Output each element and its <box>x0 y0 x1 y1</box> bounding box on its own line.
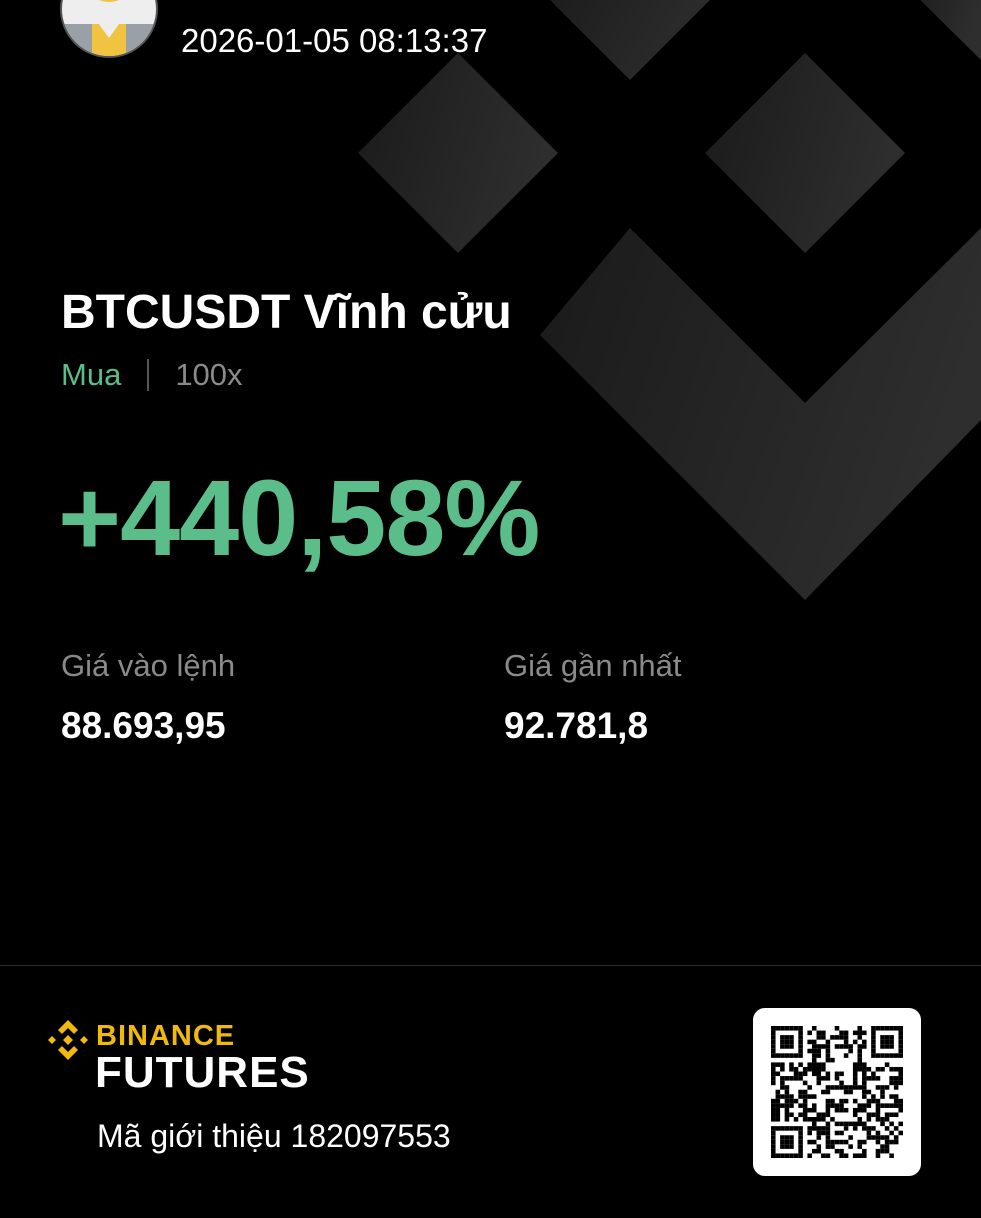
last-price-value: 92.781,8 <box>504 705 649 746</box>
entry-price-value: 88.693,95 <box>61 705 226 746</box>
product-name: FUTURES <box>95 1048 310 1097</box>
last-price-label: Giá gần nhất <box>504 648 682 683</box>
divider <box>147 359 150 391</box>
brand-name: BINANCE <box>96 1020 236 1052</box>
qr-code-icon <box>771 1026 903 1158</box>
leverage-label: 100x <box>175 357 243 392</box>
referral-code: Mã giới thiệu 182097553 <box>97 1118 451 1154</box>
pnl-percent: +440,58% <box>58 457 540 578</box>
binance-background-logo <box>358 0 981 600</box>
timestamp: 2026-01-05 08:13:37 <box>181 22 488 59</box>
symbol-title: BTCUSDT Vĩnh cửu <box>61 286 512 339</box>
binance-logo-icon <box>48 1020 88 1060</box>
entry-price-label: Giá vào lệnh <box>61 648 236 683</box>
side-label: Mua <box>61 357 122 392</box>
position-meta: Mua 100x <box>61 357 243 393</box>
footer-divider <box>0 965 981 966</box>
qr-code[interactable] <box>753 1008 921 1176</box>
avatar <box>60 0 158 58</box>
